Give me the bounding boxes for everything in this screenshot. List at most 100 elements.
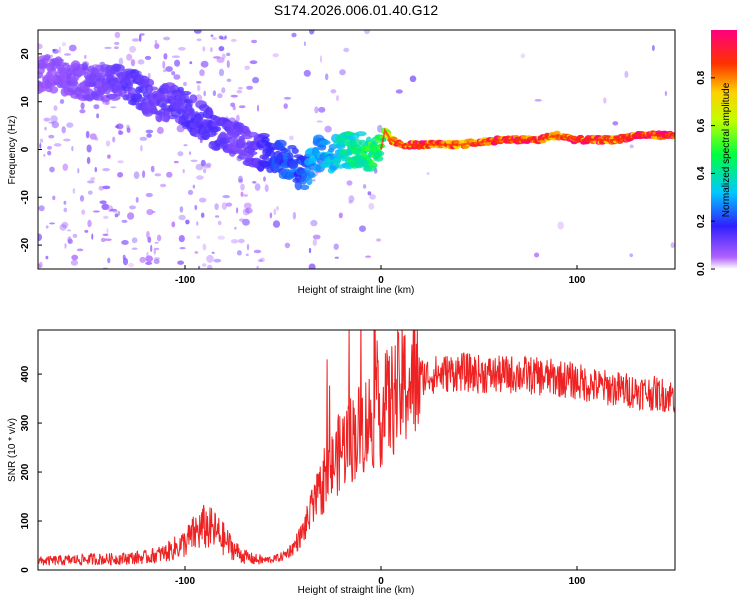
- spectrogram-noise-cell: [226, 52, 231, 57]
- spectrogram-ridge-cell: [81, 62, 89, 71]
- spectrogram-noise-cell: [92, 210, 100, 213]
- colorbar-tick-label: 0.4: [696, 166, 707, 180]
- spectrogram-noise-cell: [226, 60, 230, 69]
- spectrogram-noise-cell: [53, 105, 58, 111]
- spectrogram-noise-cell: [53, 143, 62, 147]
- spectrogram-noise-cell: [212, 90, 217, 97]
- spectrogram-noise-cell: [230, 38, 237, 42]
- spectrogram-noise-cell: [377, 124, 383, 133]
- colorbar-tick-label: 0.6: [696, 118, 707, 132]
- spectrogram-noise-cell: [66, 122, 74, 128]
- spectrogram-noise-cell: [225, 202, 233, 207]
- spectrogram-noise-cell: [213, 258, 222, 263]
- spectrogram-noise-cell: [236, 207, 239, 214]
- spectrogram-noise-cell: [238, 105, 246, 109]
- spectrogram-noise-cell: [253, 249, 262, 254]
- snr-series-line: [38, 330, 675, 566]
- spectrogram-noise-cell: [173, 160, 179, 164]
- spectrogram-noise-cell: [269, 212, 273, 219]
- colorbar-tick-label: 0.0: [696, 262, 707, 276]
- spectrogram-noise-cell: [63, 138, 71, 142]
- spectrogram-ridge-cell: [275, 139, 287, 148]
- snr-x-tick-label: 0: [378, 576, 384, 587]
- spectrogram-ridge-cell: [209, 125, 221, 133]
- spectrogram-noise-cell: [221, 202, 228, 210]
- spectrogram-ridge-cell: [291, 147, 299, 154]
- spectrogram-noise-cell: [50, 115, 58, 123]
- spectrogram-noise-cell: [238, 87, 243, 90]
- spectrogram-noise-cell: [182, 169, 185, 174]
- spectrogram-noise-cell: [131, 247, 138, 250]
- spectrogram-noise-cell: [63, 200, 67, 205]
- spectrogram-noise-cell: [104, 238, 112, 241]
- spectrogram-ridge-cell: [306, 175, 313, 186]
- chart-title: S174.2026.006.01.40.G12: [274, 2, 438, 18]
- spectrogram-noise-cell: [330, 89, 337, 94]
- spectrogram-x-tick-label: 0: [378, 275, 384, 286]
- spectrogram-noise-cell: [61, 42, 66, 47]
- spectrogram-noise-cell: [47, 145, 52, 150]
- spectrogram-ridge-cell: [369, 162, 378, 169]
- spectrogram-noise-cell: [64, 53, 71, 56]
- colorbar: 0.0 0.2 0.4 0.6 0.8 Normalized spectral ampl…: [696, 30, 737, 276]
- spectrogram-noise-cell: [312, 238, 317, 247]
- spectrogram-noise-cell: [206, 254, 214, 263]
- spectrogram-noise-cell: [202, 243, 207, 251]
- spectrogram-noise-cell: [257, 259, 264, 262]
- spectrogram-y-label: Frequency (Hz): [7, 116, 18, 185]
- spectrogram-noise-cell: [664, 91, 668, 96]
- spectrogram-noise-cell: [139, 256, 146, 263]
- spectrogram-ridge-cell: [317, 144, 327, 151]
- spectrogram-noise-cell: [146, 251, 149, 258]
- spectrogram-ridge-cell: [44, 54, 51, 61]
- spectrogram-noise-cell: [240, 183, 245, 191]
- spectrogram-noise-cell: [194, 204, 198, 211]
- spectrogram-noise-cell: [221, 87, 226, 94]
- spectrogram-noise-cell: [395, 89, 403, 94]
- spectrogram-noise-cell: [173, 74, 181, 80]
- spectrogram-noise-cell: [222, 195, 230, 199]
- spectrogram-noise-cell: [185, 219, 190, 225]
- spectrogram-noise-cell: [163, 53, 168, 60]
- spectrogram-noise-cell: [308, 247, 312, 254]
- spectrogram-ridge-cell: [144, 78, 155, 87]
- spectrogram-x-tick-label: 100: [569, 275, 586, 286]
- spectrogram-noise-cell: [629, 144, 634, 149]
- spectrogram-noise-cell: [318, 106, 326, 113]
- snr-x-tick-label: -100: [175, 576, 195, 587]
- spectrogram-noise-cell: [71, 145, 74, 152]
- spectrogram-noise-cell: [156, 234, 162, 242]
- spectrogram-noise-cell: [324, 125, 332, 133]
- spectrogram-noise-cell: [139, 136, 148, 141]
- spectrogram-ridge-cell: [333, 157, 342, 164]
- spectrogram-noise-cell: [217, 235, 225, 240]
- spectrogram-noise-cell: [67, 229, 72, 232]
- spectrogram-noise-cell: [246, 85, 254, 90]
- spectrogram-noise-cell: [51, 121, 59, 129]
- spectrogram-noise-cell: [117, 160, 124, 164]
- spectrogram-noise-cell: [376, 238, 381, 242]
- spectrogram-y-tick-label: -10: [20, 190, 31, 205]
- spectrogram-noise-cell: [128, 263, 135, 268]
- spectrogram-noise-cell: [196, 81, 202, 84]
- spectrogram-ridge-cell: [49, 86, 59, 94]
- spectrogram-noise-cell: [96, 113, 100, 119]
- spectrogram-noise-cell: [273, 208, 277, 216]
- spectrogram-noise-cell: [102, 185, 111, 190]
- spectrogram-noise-cell: [534, 252, 540, 258]
- spectrogram-noise-cell: [154, 43, 160, 49]
- spectrogram-noise-cell: [238, 238, 245, 244]
- snr-y-tick-label: 0: [20, 567, 31, 573]
- spectrogram-noise-cell: [91, 233, 94, 240]
- spectrogram-noise-cell: [145, 192, 153, 198]
- spectrogram-noise-cell: [160, 183, 167, 188]
- spectrogram-noise-cell: [112, 136, 116, 143]
- spectrogram-noise-cell: [234, 226, 237, 230]
- spectrogram-noise-cell: [359, 225, 366, 232]
- spectrogram-noise-cell: [118, 57, 124, 66]
- spectrogram-noise-cell: [216, 57, 225, 63]
- spectrogram-noise-cell: [338, 212, 343, 219]
- snr-y-tick-label: 200: [20, 463, 31, 480]
- spectrogram-noise-cell: [272, 220, 281, 228]
